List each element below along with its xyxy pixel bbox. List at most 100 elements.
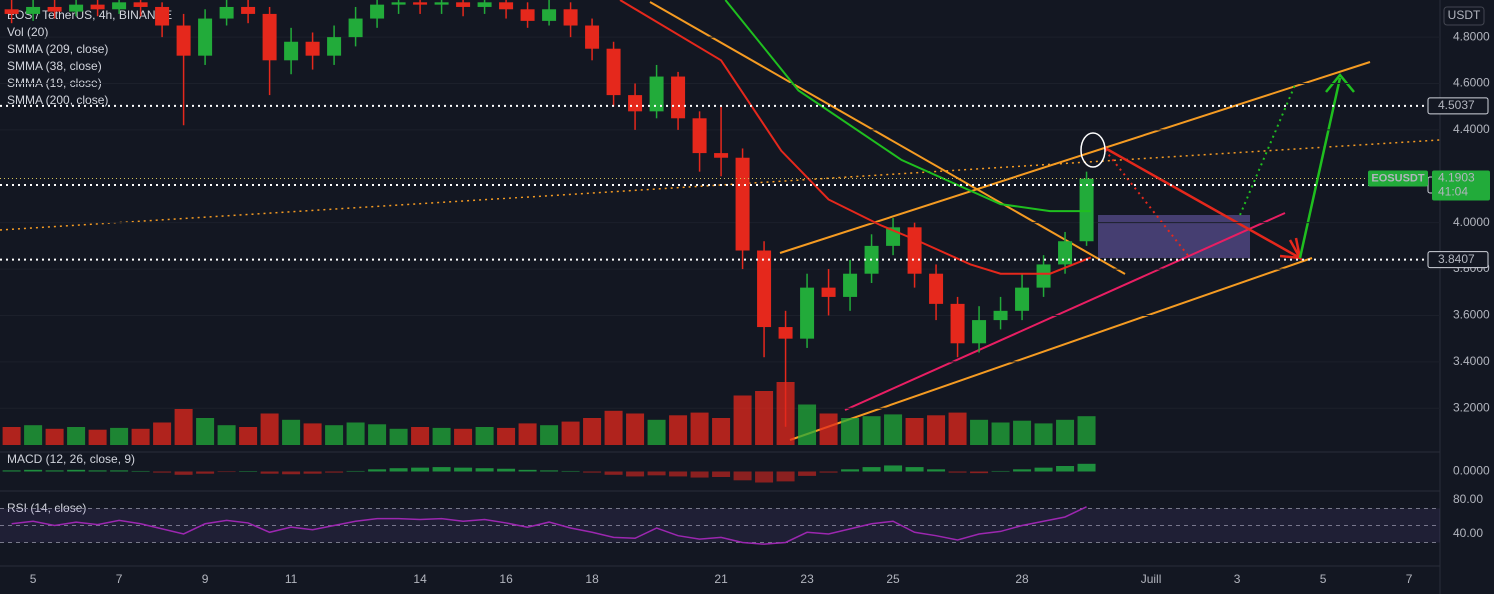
trend-line	[649, 1, 1126, 275]
candle-body	[692, 118, 707, 154]
candle-body	[671, 76, 686, 119]
macd-bar	[389, 468, 408, 472]
volume-bar	[45, 428, 64, 445]
x-tick-label: 3	[1234, 572, 1241, 586]
drawings	[0, 0, 1441, 594]
candle-body	[176, 25, 191, 56]
macd-bar	[411, 467, 430, 472]
volume-bar	[905, 418, 924, 445]
volume-bar	[991, 422, 1010, 445]
macd-bar	[927, 469, 946, 472]
x-tick-label: 14	[413, 572, 427, 586]
macd-bar	[905, 467, 924, 472]
volume-bar	[733, 395, 752, 445]
candle-body	[628, 95, 643, 112]
macd-bar	[1013, 469, 1032, 472]
y-tick-label: 4.6000	[1453, 76, 1490, 90]
ellipse	[1080, 132, 1106, 168]
volume-bar	[303, 423, 322, 445]
x-tick-label: 5	[1320, 572, 1327, 586]
macd-bar	[583, 471, 602, 473]
candle-body	[305, 41, 320, 56]
price-box	[1432, 170, 1490, 201]
x-tick-label: 25	[886, 572, 900, 586]
candle-body	[563, 9, 578, 26]
volume-bar	[239, 427, 258, 445]
candle-body	[219, 6, 234, 19]
macd-bar	[819, 471, 838, 473]
candle-body	[929, 273, 944, 304]
candle-body	[1079, 178, 1094, 242]
macd-bar	[325, 471, 344, 473]
macd-bar	[669, 471, 688, 477]
macd-bar	[647, 471, 666, 476]
level-label-box	[1427, 251, 1489, 269]
candle-body	[499, 2, 514, 10]
candle-body	[198, 18, 213, 56]
volume-bar	[1013, 420, 1032, 445]
y-tick-label: 3.2000	[1453, 400, 1490, 414]
volume-bar	[282, 419, 301, 445]
macd-bar	[196, 471, 215, 474]
candle-body	[69, 4, 84, 12]
macd-bar	[561, 470, 580, 472]
macd-bar	[798, 471, 817, 476]
level-label: 4.5037	[1438, 98, 1475, 112]
macd-bar	[217, 471, 236, 473]
volume-bar	[755, 391, 774, 445]
candle-body	[714, 153, 729, 158]
volume-bar	[948, 412, 967, 445]
candle-body	[456, 2, 471, 7]
volume-bar	[626, 413, 645, 445]
volume-bar	[389, 428, 408, 445]
macd-bar	[518, 469, 537, 472]
candle-body	[907, 227, 922, 274]
x-tick-label: 7	[1406, 572, 1413, 586]
volume-bar	[540, 425, 559, 445]
candle-body	[413, 2, 428, 5]
volume-bar	[411, 427, 430, 445]
volume-bar	[970, 419, 989, 445]
candle-body	[972, 320, 987, 344]
level-label: 3.8407	[1438, 252, 1475, 266]
volume-bar	[690, 412, 709, 445]
macd-bar	[733, 471, 752, 481]
candle-body	[133, 2, 148, 7]
volume-bar	[368, 424, 387, 445]
macd-tick-label: 0.0000	[1453, 464, 1490, 478]
volume-bar	[260, 413, 279, 445]
level-label-box	[1427, 97, 1489, 115]
macd-bar	[1056, 466, 1075, 472]
volume-bar	[927, 415, 946, 445]
volume-bar	[131, 428, 150, 445]
candle-body	[241, 6, 256, 14]
moving-average	[619, 0, 1092, 275]
candle-body	[4, 9, 19, 14]
candle-body	[262, 13, 277, 61]
volume-bar	[217, 425, 236, 445]
volume-bar	[712, 418, 731, 445]
candle-body	[993, 310, 1008, 321]
price-label: 4.1903	[1438, 171, 1475, 185]
macd-bar	[67, 469, 86, 472]
x-tick-label: 18	[585, 572, 599, 586]
volume-bar	[24, 425, 43, 445]
macd-bar	[604, 471, 623, 475]
candle-body	[90, 4, 105, 10]
volume-bar	[454, 428, 473, 445]
macd-bar	[346, 470, 365, 472]
volume-bar	[841, 418, 860, 445]
candle-body	[1036, 264, 1051, 288]
macd-bar	[2, 470, 21, 472]
macd-bar	[454, 467, 473, 472]
macd-bar	[153, 471, 172, 473]
x-tick-label: 23	[800, 572, 814, 586]
x-tick-label: Juill	[1141, 572, 1162, 586]
macd-bar	[131, 470, 150, 472]
macd-bar	[239, 471, 258, 472]
rsi-tick-label: 40.00	[1453, 526, 1483, 540]
candle-body	[821, 287, 836, 297]
candle-body	[112, 2, 127, 10]
rsi-line	[11, 506, 1087, 545]
